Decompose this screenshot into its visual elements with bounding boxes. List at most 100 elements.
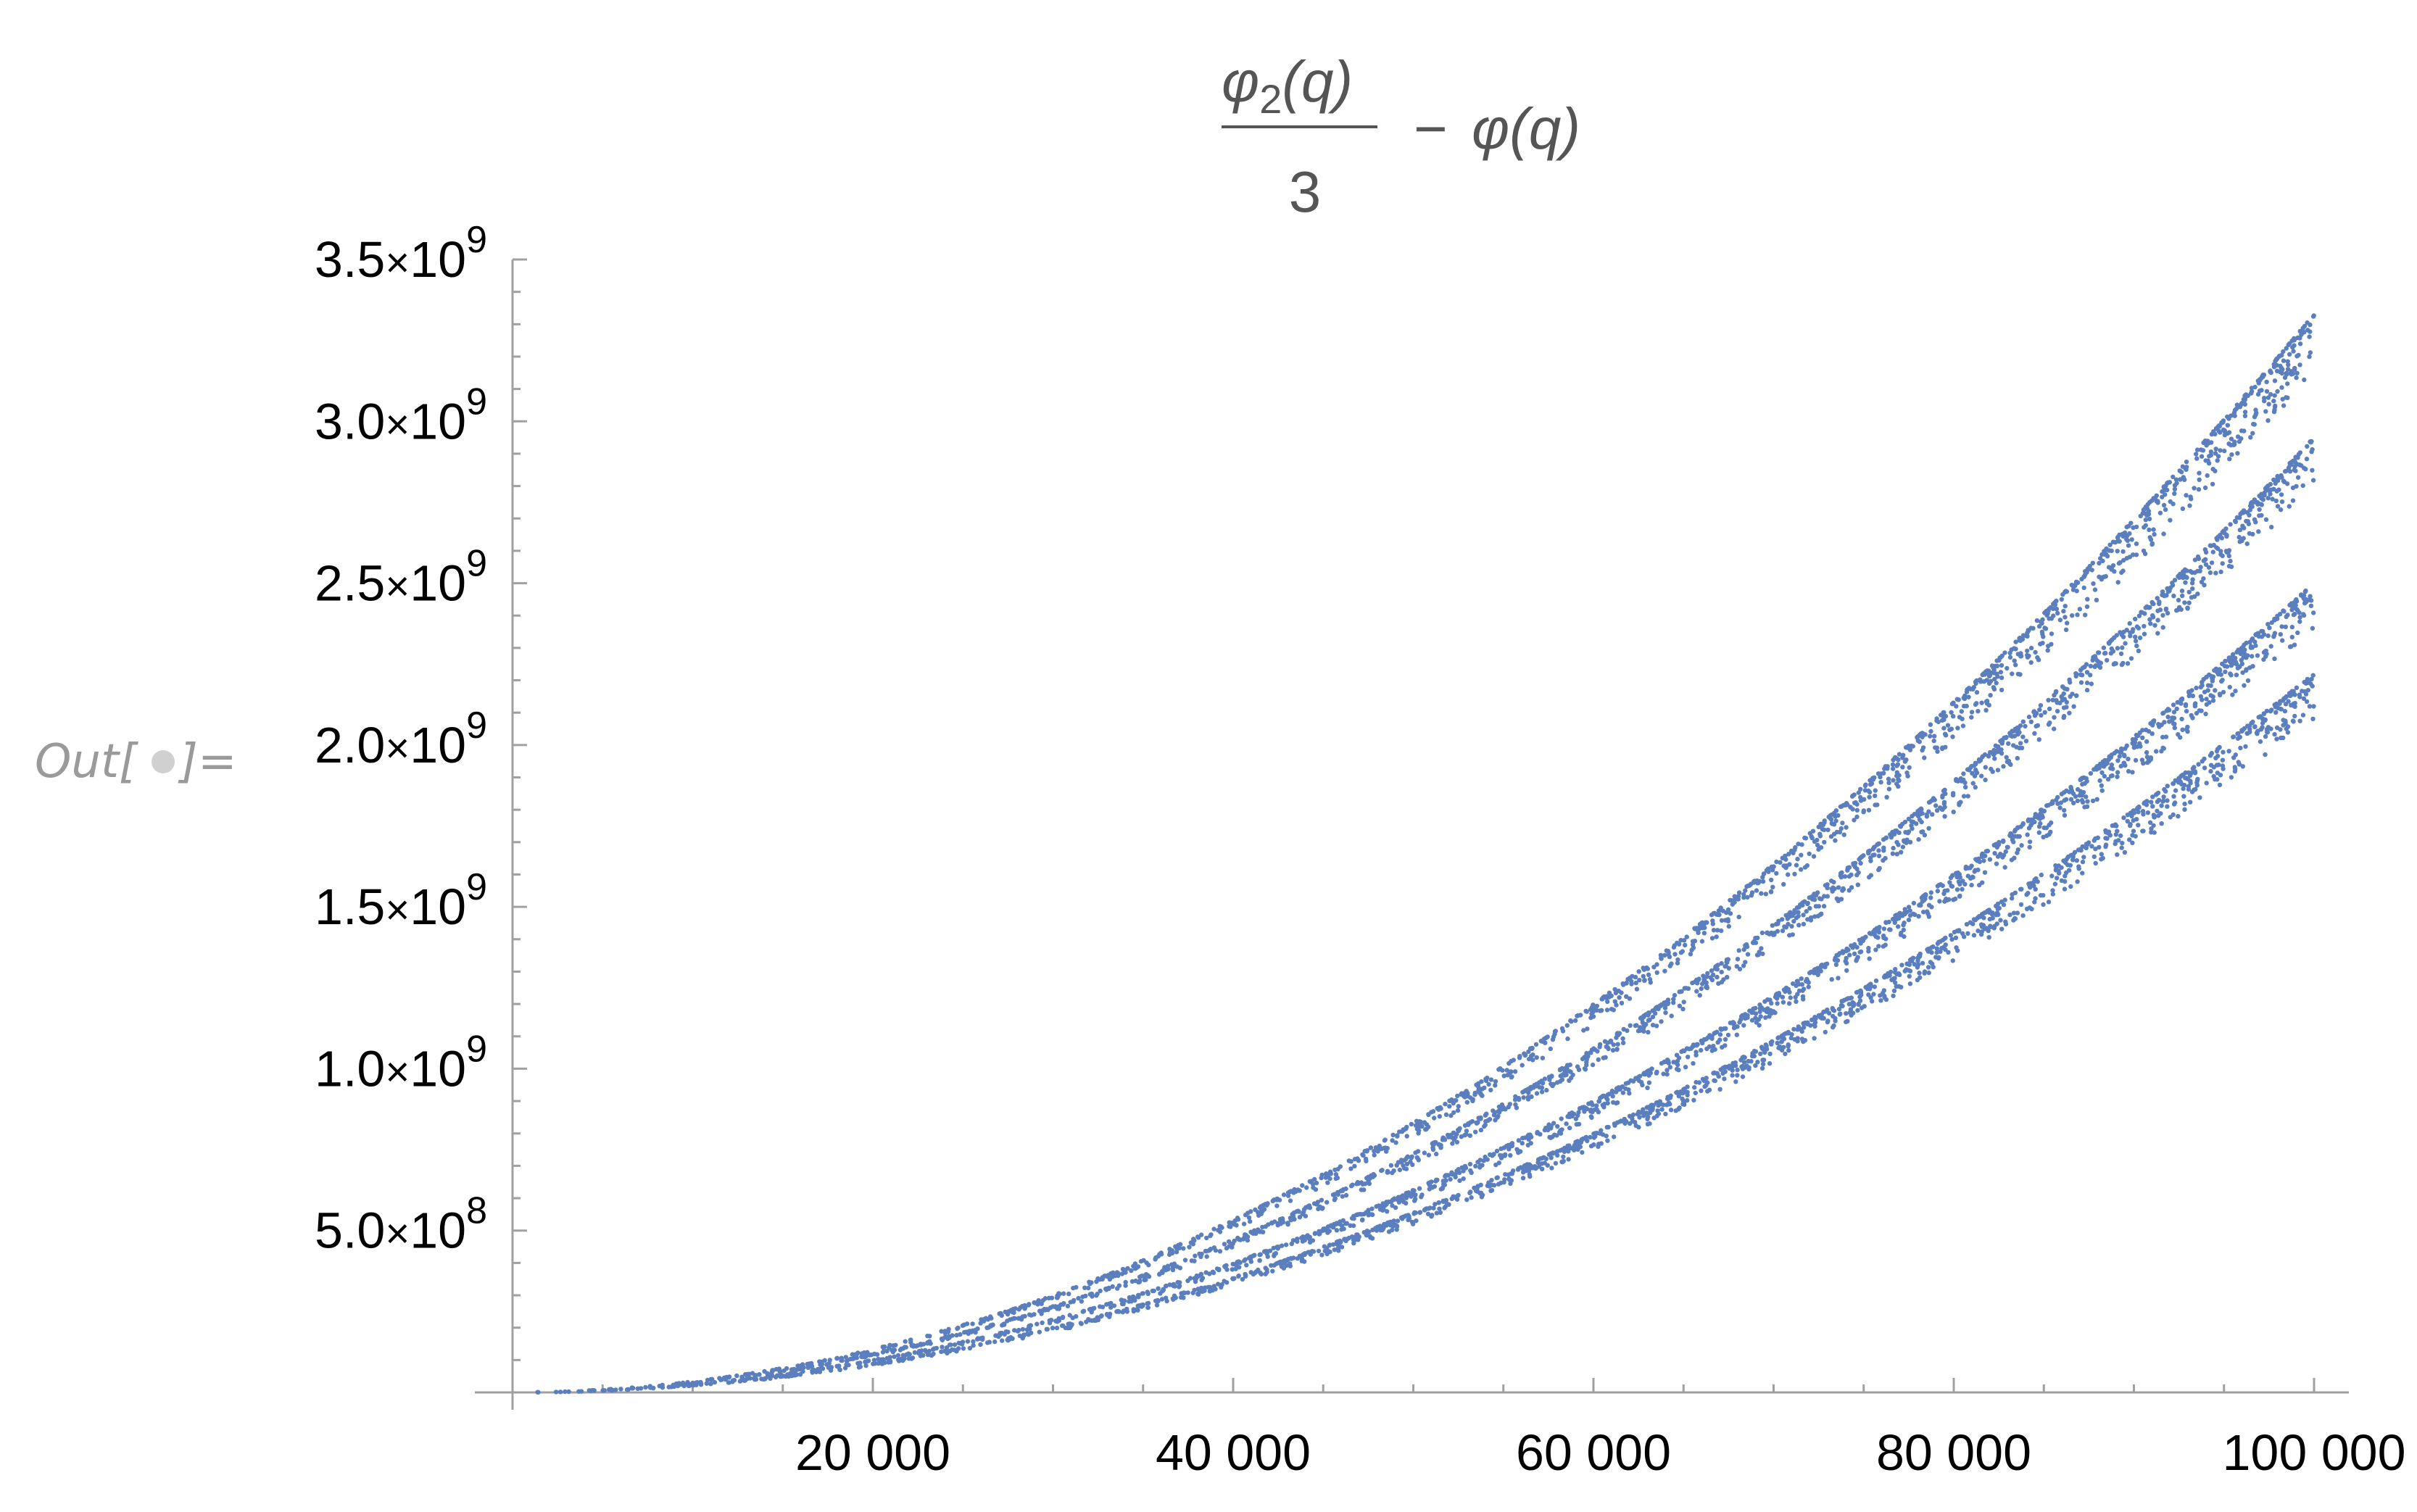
data-point	[1128, 1296, 1133, 1302]
data-point	[1796, 913, 1801, 919]
data-point	[1395, 1134, 1400, 1139]
data-point	[2220, 529, 2225, 535]
data-point	[1244, 1263, 1249, 1268]
data-point	[2278, 507, 2284, 512]
data-point	[1753, 1011, 1759, 1016]
data-point	[1335, 1192, 1340, 1197]
data-point	[2202, 765, 2207, 770]
data-point	[1450, 1141, 1455, 1146]
data-point	[1236, 1273, 1241, 1279]
data-point	[1969, 710, 1975, 715]
data-point	[2146, 728, 2152, 734]
data-point	[1902, 934, 1907, 939]
data-point	[2171, 802, 2177, 807]
data-point	[1886, 786, 1892, 792]
data-point	[1517, 1054, 1522, 1059]
data-point	[1969, 715, 1974, 720]
data-point	[2113, 839, 2118, 844]
data-point	[1599, 1094, 1604, 1100]
data-point	[1786, 986, 1791, 992]
data-point	[2171, 594, 2176, 599]
data-point	[1611, 1100, 1616, 1105]
data-point	[1793, 994, 1798, 1000]
data-point	[1890, 851, 1896, 856]
data-point	[1261, 1229, 1266, 1235]
data-point	[1314, 1180, 1319, 1186]
data-point	[2082, 805, 2087, 810]
data-point	[2149, 731, 2155, 736]
data-point	[955, 1326, 960, 1332]
data-point	[1478, 1127, 1484, 1133]
data-point	[2227, 684, 2232, 690]
data-point	[1950, 734, 1955, 739]
data-point	[998, 1310, 1003, 1316]
data-point	[1637, 1028, 1643, 1034]
data-point	[2078, 680, 2084, 685]
data-point	[837, 1367, 843, 1373]
data-point	[2184, 467, 2189, 473]
data-point	[1508, 1152, 1513, 1158]
data-point	[2207, 570, 2213, 576]
data-point	[1942, 814, 1947, 819]
data-point	[2076, 864, 2081, 869]
data-point	[1918, 902, 1923, 907]
data-point	[1630, 973, 1635, 979]
data-point	[2013, 662, 2018, 668]
data-point	[1675, 1062, 1680, 1068]
data-point	[1053, 1318, 1058, 1324]
data-point	[2304, 699, 2310, 705]
data-point	[2180, 506, 2186, 511]
data-point	[2134, 541, 2139, 547]
data-point	[1712, 910, 1717, 916]
data-point	[1894, 852, 1899, 857]
data-point	[2247, 531, 2252, 536]
data-point	[1598, 1008, 1603, 1013]
data-point	[2061, 609, 2066, 614]
data-point	[1960, 716, 1965, 721]
data-point	[2092, 587, 2098, 592]
data-point	[1409, 1121, 1414, 1127]
data-point	[768, 1376, 773, 1382]
data-point	[1532, 1083, 1537, 1088]
data-point	[959, 1342, 965, 1347]
data-point	[1929, 798, 1935, 803]
data-point	[1799, 842, 1804, 847]
data-point	[2052, 715, 2057, 720]
data-point	[2174, 706, 2179, 712]
data-point	[1586, 1101, 1591, 1106]
data-point	[2188, 494, 2193, 499]
data-point	[1883, 936, 1889, 942]
data-point	[2122, 850, 2128, 855]
data-point	[2160, 589, 2165, 594]
data-point	[1576, 1121, 1582, 1127]
data-point	[2229, 775, 2234, 780]
data-point	[1659, 1107, 1664, 1112]
data-point	[1948, 875, 1954, 881]
data-point	[2212, 668, 2217, 673]
data-point	[1907, 973, 1912, 979]
title-rhs-symbol: φ	[1472, 96, 1509, 161]
data-point	[1769, 1010, 1774, 1016]
data-point	[1252, 1228, 1257, 1234]
data-point	[1830, 821, 1835, 826]
data-point	[1325, 1174, 1330, 1179]
data-point	[2255, 653, 2260, 658]
data-point	[1456, 1104, 1462, 1109]
data-point	[2272, 393, 2277, 398]
data-point	[1417, 1128, 1422, 1134]
data-point	[1984, 678, 1989, 683]
data-point	[2242, 683, 2247, 688]
data-point	[2002, 865, 2007, 870]
data-point	[1388, 1163, 1394, 1168]
data-point	[2311, 313, 2316, 318]
data-point	[2073, 673, 2078, 679]
data-point	[1454, 1139, 1460, 1145]
data-point	[2115, 549, 2120, 554]
data-point	[1781, 881, 1786, 887]
data-point	[2004, 734, 2009, 740]
data-point	[1812, 968, 1817, 973]
data-point	[2208, 763, 2214, 768]
data-point	[1090, 1294, 1095, 1299]
data-point	[1326, 1229, 1331, 1234]
data-point	[1730, 902, 1735, 907]
